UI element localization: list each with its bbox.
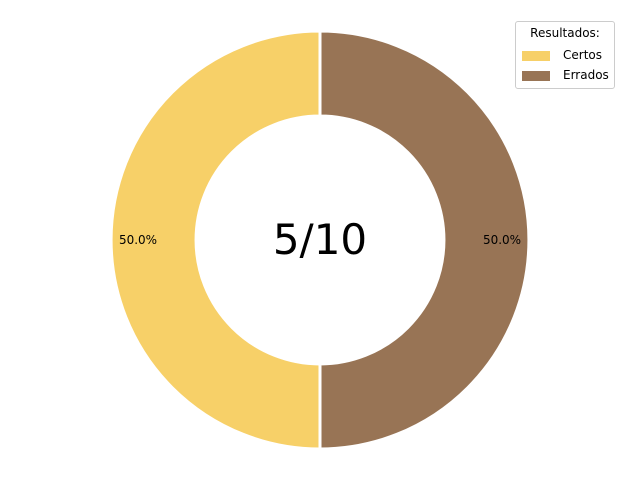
legend-label-certos: Certos	[563, 48, 602, 62]
legend-title: Resultados:	[530, 26, 600, 40]
legend-swatch-certos	[522, 51, 550, 61]
slice-errados	[318, 29, 531, 451]
legend-swatch-errados	[522, 71, 550, 81]
center-score: 5/10	[273, 215, 367, 264]
donut-slices	[109, 29, 531, 451]
legend: Resultados: Certos Errados	[515, 21, 615, 89]
legend-label-errados: Errados	[563, 68, 609, 82]
pct-label-certos: 50.0%	[119, 233, 157, 247]
slice-certos	[109, 29, 322, 451]
pct-labels: 50.0% 50.0%	[119, 233, 521, 247]
pct-label-errados: 50.0%	[483, 233, 521, 247]
